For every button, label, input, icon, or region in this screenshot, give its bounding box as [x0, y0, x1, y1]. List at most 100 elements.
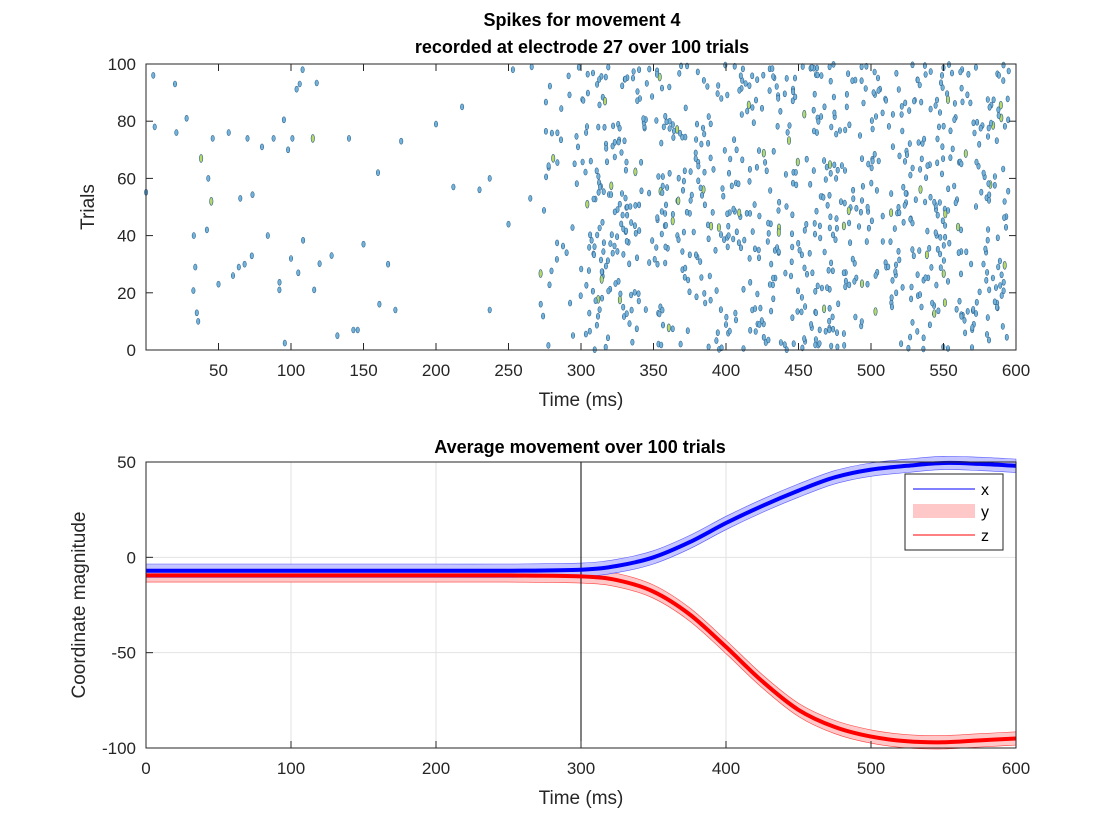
- spike-mark: [624, 310, 629, 318]
- spike-mark: [703, 299, 708, 307]
- spike-mark: [663, 243, 668, 251]
- spike-mark: [839, 162, 844, 169]
- spike-mark: [889, 294, 894, 302]
- spike-mark: [847, 281, 852, 289]
- spike-mark: [593, 297, 598, 305]
- spike-mark: [880, 238, 885, 245]
- spike-mark: [918, 185, 923, 194]
- spike-mark: [695, 68, 700, 76]
- spike-mark: [751, 119, 756, 126]
- spike-mark: [300, 66, 305, 73]
- spike-mark: [694, 120, 699, 128]
- spike-mark: [595, 312, 600, 320]
- spike-mark: [761, 333, 766, 341]
- spike-mark: [722, 147, 727, 154]
- spike-mark: [782, 341, 787, 349]
- spike-mark: [910, 319, 915, 326]
- raster-y-tick-label: 80: [117, 112, 136, 131]
- spike-mark: [981, 169, 986, 177]
- spike-mark: [843, 277, 848, 285]
- spike-mark: [1006, 187, 1011, 195]
- spike-mark: [993, 284, 998, 291]
- spike-mark: [784, 75, 789, 82]
- spike-mark: [681, 228, 686, 236]
- spike-mark: [590, 287, 595, 295]
- spike-mark: [599, 294, 604, 302]
- spike-mark: [632, 222, 637, 229]
- spike-mark: [985, 269, 990, 276]
- spike-mark: [685, 327, 690, 335]
- spike-mark: [959, 160, 964, 168]
- spike-mark: [541, 207, 546, 214]
- spike-mark: [970, 324, 975, 331]
- spike-mark: [612, 242, 617, 250]
- spike-mark: [683, 264, 688, 272]
- spike-mark: [625, 203, 630, 211]
- spike-mark: [956, 249, 961, 256]
- spike-mark: [864, 63, 869, 70]
- spike-mark: [317, 260, 322, 268]
- spike-mark: [585, 70, 590, 78]
- spike-mark: [918, 166, 923, 173]
- spike-mark: [902, 158, 907, 165]
- spike-mark: [974, 158, 979, 166]
- spike-mark: [636, 290, 641, 298]
- spike-mark: [907, 107, 912, 114]
- spike-mark: [927, 321, 932, 329]
- spike-mark: [740, 65, 745, 73]
- spike-mark: [859, 63, 864, 71]
- spike-mark: [846, 206, 851, 216]
- spike-mark: [581, 97, 586, 104]
- spike-mark: [789, 258, 794, 266]
- spike-mark: [238, 195, 243, 202]
- spike-mark: [859, 77, 864, 84]
- spike-mark: [921, 345, 926, 353]
- spike-mark: [597, 224, 602, 232]
- spike-mark: [682, 167, 687, 175]
- spike-mark: [687, 288, 692, 296]
- spike-mark: [985, 314, 990, 321]
- spike-mark: [925, 227, 930, 235]
- spike-mark: [893, 261, 898, 269]
- spike-mark: [210, 135, 215, 142]
- movement-x-label: Time (ms): [539, 788, 624, 809]
- spike-mark: [706, 235, 711, 243]
- spike-mark: [663, 201, 668, 209]
- spike-mark: [770, 281, 775, 289]
- spike-mark: [937, 199, 942, 206]
- spike-mark: [623, 194, 628, 202]
- spike-mark: [965, 308, 970, 315]
- spike-mark: [718, 306, 723, 314]
- spike-mark: [361, 240, 366, 248]
- spike-mark: [647, 259, 652, 266]
- spike-mark: [543, 98, 548, 106]
- movement-x-tick-label: 600: [1002, 759, 1030, 778]
- spike-mark: [682, 273, 687, 281]
- spike-mark: [915, 76, 920, 84]
- spike-mark: [584, 281, 589, 289]
- spike-mark: [601, 239, 606, 246]
- spike-mark: [987, 191, 992, 199]
- spike-mark: [661, 123, 666, 131]
- spike-mark: [698, 184, 703, 192]
- spike-mark: [451, 183, 456, 191]
- spike-mark: [629, 219, 634, 226]
- spike-mark: [870, 125, 875, 133]
- spike-mark: [615, 233, 620, 240]
- spike-mark: [797, 246, 802, 254]
- spike-mark: [776, 248, 781, 256]
- spike-mark: [923, 71, 928, 78]
- spike-mark: [184, 115, 189, 122]
- spike-mark: [830, 313, 835, 321]
- spike-mark: [828, 77, 833, 85]
- spike-mark: [791, 88, 796, 96]
- spike-mark: [771, 295, 776, 303]
- spike-mark: [610, 249, 615, 257]
- spike-mark: [541, 312, 546, 320]
- spike-mark: [916, 139, 921, 146]
- spike-mark: [678, 340, 683, 348]
- spike-mark: [753, 305, 758, 312]
- spike-mark: [841, 269, 846, 277]
- raster-x-tick-label: 150: [349, 361, 377, 380]
- spike-mark: [893, 268, 898, 275]
